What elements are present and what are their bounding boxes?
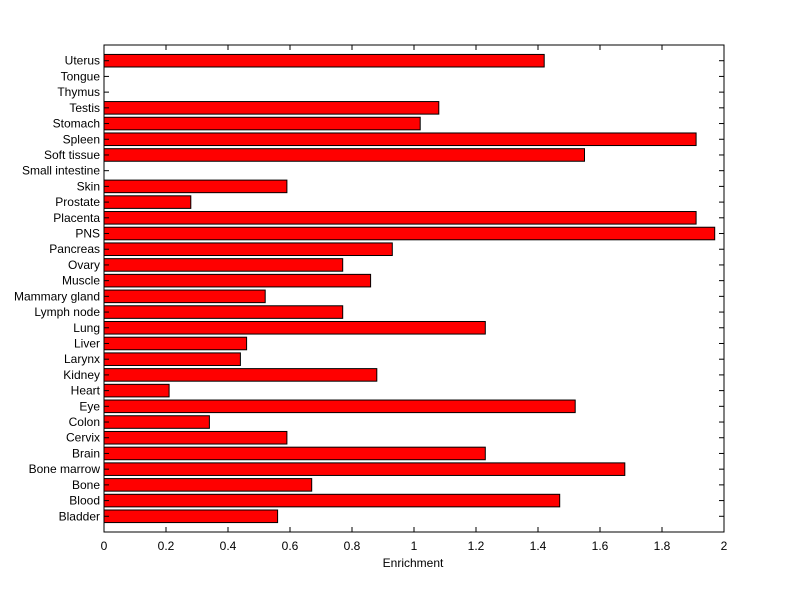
bar-soft-tissue [103, 148, 585, 162]
y-tick-label-thymus: Thymus [57, 85, 100, 99]
bar-mammary-gland [103, 289, 266, 304]
bar-bone [103, 478, 313, 492]
y-tick-label-soft-tissue: Soft tissue [44, 148, 100, 162]
y-tick-label-lung: Lung [73, 321, 100, 335]
bar-ovary [103, 258, 344, 272]
bar-colon [103, 415, 210, 429]
y-tick-label-placenta: Placenta [53, 211, 100, 225]
y-tick-label-larynx: Larynx [64, 352, 100, 366]
y-tick-label-lymph-node: Lymph node [34, 305, 100, 319]
x-tick-label: 0.8 [344, 539, 361, 553]
x-tick-label: 1.2 [468, 539, 485, 553]
y-tick-label-muscle: Muscle [62, 274, 100, 288]
bar-eye [103, 399, 576, 414]
bar-placenta [103, 211, 697, 225]
y-tick-label-blood: Blood [69, 494, 100, 508]
x-tick-label: 2 [721, 539, 728, 553]
y-tick-label-small-intestine: Small intestine [22, 164, 100, 178]
x-tick-label: 0.6 [282, 539, 299, 553]
y-tick-label-bone: Bone [72, 478, 100, 492]
x-tick-label: 0.2 [158, 539, 175, 553]
bars-group [103, 53, 716, 524]
bar-skin [103, 179, 288, 194]
y-tick-label-stomach: Stomach [53, 117, 100, 131]
y-tick-label-brain: Brain [72, 446, 100, 460]
x-tick-label: 1.4 [530, 539, 547, 553]
bar-prostate [103, 195, 192, 209]
bar-spleen [103, 132, 697, 147]
y-tick-label-uterus: Uterus [65, 54, 100, 68]
ticks-group [103, 45, 725, 532]
y-tick-label-tongue: Tongue [61, 69, 101, 83]
y-tick-label-colon: Colon [69, 415, 100, 429]
bar-stomach [103, 116, 421, 131]
y-tick-label-liver: Liver [74, 336, 100, 350]
bar-bladder [103, 509, 279, 524]
x-tick-label: 0.4 [220, 539, 237, 553]
x-axis-label: Enrichment [383, 556, 444, 570]
bar-brain [103, 446, 486, 461]
bar-pancreas [103, 242, 393, 257]
y-tick-label-bone-marrow: Bone marrow [29, 462, 101, 476]
y-tick-label-kidney: Kidney [63, 368, 100, 382]
y-tick-label-pns: PNS [75, 227, 100, 241]
bar-lymph-node [103, 305, 344, 319]
y-tick-label-ovary: Ovary [68, 258, 100, 272]
y-tick-label-testis: Testis [69, 101, 100, 115]
y-tick-label-heart: Heart [71, 384, 101, 398]
bar-bone-marrow [103, 462, 626, 476]
bar-larynx [103, 352, 241, 366]
x-tick-label: 1.6 [592, 539, 609, 553]
bar-lung [103, 320, 486, 335]
y-tick-label-spleen: Spleen [63, 132, 100, 146]
bar-blood [103, 493, 561, 508]
bar-uterus [103, 53, 545, 68]
y-tick-label-cervix: Cervix [66, 431, 100, 445]
x-tick-label: 0 [101, 539, 108, 553]
bar-kidney [103, 368, 378, 382]
y-tick-label-mammary-gland: Mammary gland [14, 289, 100, 303]
y-tick-label-prostate: Prostate [55, 195, 100, 209]
bar-muscle [103, 273, 372, 288]
y-tick-label-skin: Skin [77, 179, 100, 193]
bar-pns [103, 226, 716, 241]
bar-cervix [103, 430, 288, 445]
y-tick-label-eye: Eye [79, 399, 100, 413]
y-tick-label-bladder: Bladder [59, 509, 100, 523]
y-tick-label-pancreas: Pancreas [49, 242, 100, 256]
bar-liver [103, 336, 248, 351]
bar-heart [103, 383, 170, 398]
x-tick-label: 1 [411, 539, 418, 553]
bar-testis [103, 101, 440, 115]
x-tick-label: 1.8 [654, 539, 671, 553]
x-tick-labels: 0 0.2 0.4 0.6 0.8 1 1.2 1.4 1.6 1.8 2 [101, 539, 728, 553]
